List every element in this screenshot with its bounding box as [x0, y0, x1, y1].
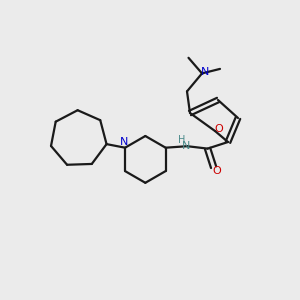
Text: H: H: [178, 135, 185, 145]
Text: O: O: [214, 124, 223, 134]
Text: N: N: [120, 137, 129, 147]
Text: O: O: [212, 166, 221, 176]
Text: N: N: [201, 67, 209, 77]
Text: N: N: [182, 141, 190, 151]
